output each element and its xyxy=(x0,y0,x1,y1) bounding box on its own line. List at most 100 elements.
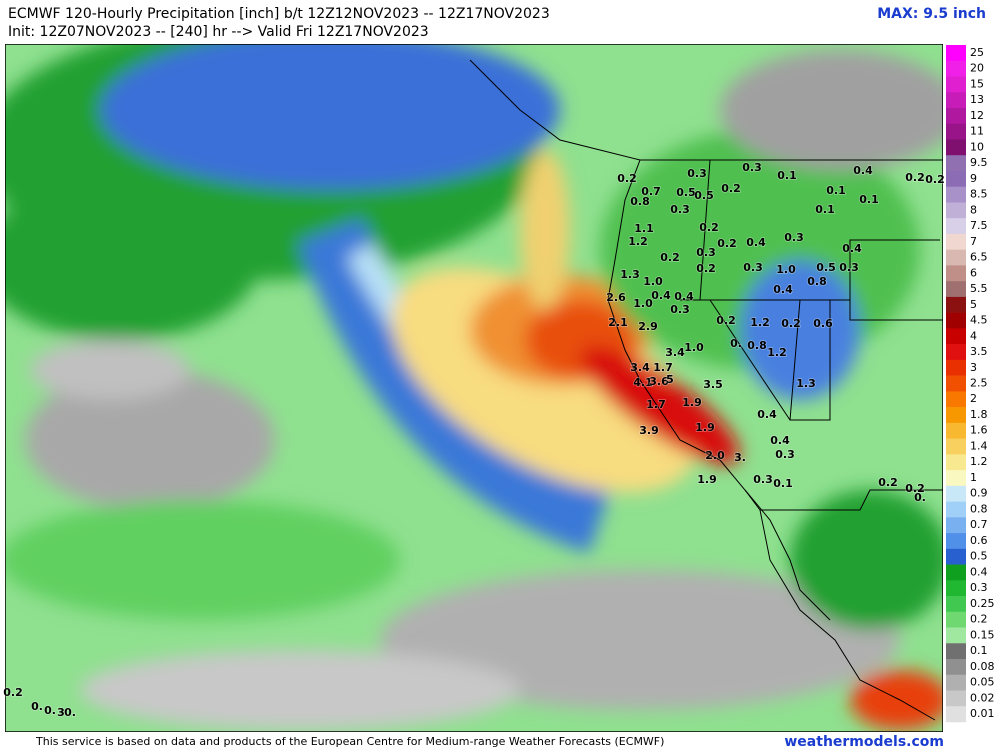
colorbar-label: 0.6 xyxy=(970,534,988,547)
colorbar-cell xyxy=(946,643,966,660)
colorbar-label: 6.5 xyxy=(970,251,988,264)
precip-label: 0.1 xyxy=(859,193,879,206)
precip-field xyxy=(5,44,943,730)
colorbar-label: 13 xyxy=(970,93,984,106)
precip-label: 3.6 xyxy=(649,375,669,388)
colorbar-label: 0.08 xyxy=(970,660,995,673)
colorbar-cell xyxy=(946,233,966,250)
precip-label: 1.9 xyxy=(695,421,715,434)
subtitle: Init: 12Z07NOV2023 -- [240] hr --> Valid… xyxy=(8,24,429,40)
colorbar-cell xyxy=(946,202,966,219)
title: ECMWF 120-Hourly Precipitation [inch] b/… xyxy=(8,6,550,22)
precip-label: 0.2 xyxy=(660,251,680,264)
colorbar-label: 9 xyxy=(970,172,977,185)
precip-label: 0. xyxy=(730,337,742,350)
precip-label: 3.4 xyxy=(630,361,650,374)
colorbar-label: 5 xyxy=(970,298,977,311)
colorbar-cell xyxy=(946,407,966,424)
colorbar-label: 0.5 xyxy=(970,550,988,563)
precip-label: 2.1 xyxy=(608,316,628,329)
precip-label: 0.7 xyxy=(641,185,661,198)
colorbar-label: 3.5 xyxy=(970,345,988,358)
colorbar-cell xyxy=(946,485,966,502)
precip-label: 0. xyxy=(31,700,43,713)
colorbar-cell xyxy=(946,564,966,581)
colorbar-cell xyxy=(946,60,966,77)
precip-label: 1.0 xyxy=(633,297,653,310)
colorbar-cell xyxy=(946,596,966,613)
precip-label: 0.4 xyxy=(746,236,766,249)
colorbar-cell xyxy=(946,517,966,534)
precip-label: 4.1 xyxy=(633,376,653,389)
colorbar-label: 2.5 xyxy=(970,377,988,390)
colorbar-label: 3 xyxy=(970,361,977,374)
colorbar-label: 0.25 xyxy=(970,597,995,610)
precip-label: 0.3 xyxy=(839,261,859,274)
precip-label: 0.3 xyxy=(696,246,716,259)
precip-label: 3.5 xyxy=(703,378,723,391)
map xyxy=(5,44,943,732)
site-link[interactable]: weathermodels.com xyxy=(784,734,944,750)
precip-label: 1.3 xyxy=(620,268,640,281)
colorbar-cell xyxy=(946,580,966,597)
colorbar-label: 10 xyxy=(970,140,984,153)
precip-label: 0.5 xyxy=(676,186,696,199)
precip-label: 0.4 xyxy=(757,408,777,421)
precip-label: 0.8 xyxy=(747,339,767,352)
precip-label: 0. xyxy=(64,706,76,719)
colorbar-cell xyxy=(946,186,966,203)
colorbar-label: 2 xyxy=(970,392,977,405)
precip-label: 3.4 xyxy=(665,346,685,359)
colorbar-cell xyxy=(946,690,966,707)
colorbar-cell xyxy=(946,123,966,140)
precip-label: 0.3 xyxy=(784,231,804,244)
map-labels: 0.3 0.30.1 0.40.2 0.20.20.70.80.50.50.20.30… xyxy=(3,160,946,720)
precip-label: 1.0 xyxy=(776,263,796,276)
precip-label: 0.3 xyxy=(775,448,795,461)
precip-label: 0.6 xyxy=(813,317,833,330)
precip-label: 0.2 xyxy=(699,221,719,234)
colorbar-cell xyxy=(946,249,966,266)
precip-label: 1.7 xyxy=(646,398,666,411)
precip-label: 1.3 xyxy=(796,377,816,390)
colorbar-cell xyxy=(946,76,966,93)
colorbar-cell xyxy=(946,312,966,329)
precip-label: 1.9 xyxy=(682,396,702,409)
colorbar-cell xyxy=(946,422,966,439)
colorbar-label: 0.4 xyxy=(970,565,988,578)
attribution: This service is based on data and produc… xyxy=(35,735,664,748)
colorbar-label: 0.3 xyxy=(970,581,988,594)
precip-label: 0.2 xyxy=(905,171,925,184)
precip-label: 0.2 xyxy=(696,262,716,275)
colorbar-label: 12 xyxy=(970,109,984,122)
precip-label: 0.3 xyxy=(687,167,707,180)
colorbar-cell xyxy=(946,281,966,298)
precip-label: 0.1 xyxy=(773,477,793,490)
precip-label: 1.9 xyxy=(697,473,717,486)
precip-label: 0.3 xyxy=(753,473,773,486)
precip-label: 0.3 xyxy=(670,303,690,316)
precip-label: 0.8 xyxy=(807,275,827,288)
precip-label: 0.2 xyxy=(905,482,925,495)
colorbar-cell xyxy=(946,218,966,235)
colorbar-label: 8 xyxy=(970,203,977,216)
colorbar-label: 1.2 xyxy=(970,455,988,468)
precip-label: 2.0 xyxy=(705,449,725,462)
precip-label: 1.0 xyxy=(684,341,704,354)
colorbar-label: 6 xyxy=(970,266,977,279)
colorbar-label: 0.8 xyxy=(970,502,988,515)
colorbar-cell xyxy=(946,45,966,62)
colorbar-label: 0.7 xyxy=(970,518,988,531)
colorbar-cell xyxy=(946,344,966,361)
colorbar-label: 4 xyxy=(970,329,977,342)
precip-label: 0.2 xyxy=(3,686,23,699)
colorbar-cell xyxy=(946,107,966,125)
colorbar-cell xyxy=(946,155,966,172)
precip-label: 0.5 xyxy=(816,261,836,274)
precip-label: 0.2 xyxy=(617,172,637,185)
precip-label: 0.4 xyxy=(651,289,671,302)
colorbar-cell xyxy=(946,533,966,550)
precip-label: 1.2 xyxy=(750,316,770,329)
precip-label: 0.8 xyxy=(630,195,650,208)
